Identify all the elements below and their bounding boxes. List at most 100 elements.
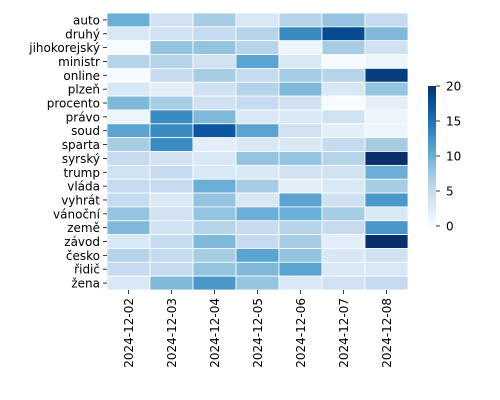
heatmap-cell: [278, 178, 323, 194]
heatmap-cell: [149, 234, 194, 249]
x-axis: 2024-12-02 2024-12-03 2024-12-04 2024-12-05…: [122, 290, 394, 368]
colorbar-axis: 0 5 10 15 20: [436, 80, 461, 234]
heatmap-cell: [235, 95, 280, 111]
y-tick-label: online: [63, 69, 100, 83]
heatmap-cell: [321, 220, 366, 236]
y-tick-label: řidič: [74, 263, 100, 277]
heatmap-cell: [364, 40, 409, 55]
x-tick-label: 2024-12-05: [251, 298, 265, 368]
heatmap-cell: [235, 54, 280, 69]
heatmap-cell: [321, 137, 366, 152]
heatmap-cell: [278, 12, 323, 28]
heatmap-cell: [278, 54, 323, 69]
heatmap-cell: [321, 261, 366, 277]
heatmap-cell: [321, 151, 366, 166]
y-tick-label: trump: [63, 166, 100, 180]
heatmap-cell: [235, 206, 280, 222]
heatmap-cell: [149, 178, 194, 194]
heatmap-cell: [106, 206, 151, 222]
heatmap-cell: [278, 151, 323, 166]
heatmap-cell: [321, 275, 366, 291]
heatmap-cell: [235, 109, 280, 125]
heatmap-cells: [106, 12, 409, 291]
heatmap-cell: [106, 220, 151, 236]
heatmap-cell: [192, 192, 237, 208]
x-tick-label: 2024-12-08: [380, 298, 394, 368]
heatmap-cell: [235, 275, 280, 291]
heatmap-cell: [106, 123, 151, 139]
heatmap-cell: [106, 68, 151, 83]
heatmap-cell: [149, 151, 194, 166]
heatmap-cell: [192, 137, 237, 152]
heatmap-cell: [278, 192, 323, 208]
heatmap-cell: [192, 40, 237, 55]
heatmap-cell: [235, 234, 280, 249]
heatmap-cell: [364, 26, 409, 42]
heatmap-cell: [278, 248, 323, 263]
colorbar-tick-label: 0: [446, 220, 454, 234]
heatmap-cell: [321, 109, 366, 125]
heatmap-cell: [149, 26, 194, 42]
heatmap-cell: [149, 220, 194, 236]
heatmap-cell: [235, 261, 280, 277]
heatmap-cell: [149, 109, 194, 125]
heatmap-cell: [364, 109, 409, 125]
heatmap-cell: [235, 26, 280, 42]
heatmap-cell: [278, 40, 323, 55]
heatmap-cell: [321, 178, 366, 194]
heatmap-cell: [321, 123, 366, 139]
heatmap-cell: [321, 68, 366, 83]
heatmap-cell: [235, 68, 280, 83]
heatmap-cell: [364, 248, 409, 263]
heatmap-cell: [192, 248, 237, 263]
y-tick-label: procento: [47, 97, 100, 111]
heatmap-cell: [235, 40, 280, 55]
y-tick-label: země: [67, 221, 100, 235]
heatmap-cell: [235, 164, 280, 180]
colorbar-tick-label: 5: [446, 185, 454, 199]
heatmap-cell: [149, 40, 194, 55]
y-tick-label: soud: [71, 124, 100, 138]
colorbar-tick-label: 10: [446, 150, 461, 164]
heatmap-cell: [364, 54, 409, 69]
heatmap-cell: [364, 12, 409, 28]
heatmap-cell: [106, 12, 151, 28]
heatmap-cell: [321, 206, 366, 222]
x-tick-label: 2024-12-02: [122, 298, 136, 368]
heatmap-cell: [364, 261, 409, 277]
y-tick-label: vyhrát: [61, 193, 100, 207]
heatmap-cell: [364, 164, 409, 180]
heatmap-cell: [192, 123, 237, 139]
heatmap-cell: [149, 192, 194, 208]
heatmap-cell: [321, 192, 366, 208]
heatmap-cell: [321, 54, 366, 69]
heatmap-cell: [149, 137, 194, 152]
heatmap-cell: [364, 206, 409, 222]
heatmap-cell: [278, 164, 323, 180]
heatmap-cell: [149, 275, 194, 291]
colorbar: [428, 86, 436, 226]
heatmap-cell: [321, 40, 366, 55]
heatmap-cell: [364, 123, 409, 139]
heatmap-cell: [364, 192, 409, 208]
heatmap-cell: [106, 234, 151, 249]
heatmap-cell: [235, 192, 280, 208]
heatmap-cell: [192, 26, 237, 42]
heatmap-cell: [364, 81, 409, 97]
heatmap-cell: [278, 81, 323, 97]
heatmap-cell: [192, 220, 237, 236]
colorbar-tick-label: 15: [446, 115, 461, 129]
y-tick-label: druhý: [65, 27, 100, 41]
heatmap-cell: [278, 109, 323, 125]
y-tick-label: právo: [66, 110, 100, 124]
heatmap-cell: [278, 206, 323, 222]
heatmap-cell: [278, 123, 323, 139]
heatmap-cell: [192, 275, 237, 291]
heatmap-cell: [149, 95, 194, 111]
heatmap-cell: [321, 248, 366, 263]
heatmap-cell: [192, 164, 237, 180]
heatmap-cell: [106, 151, 151, 166]
heatmap-cell: [106, 192, 151, 208]
